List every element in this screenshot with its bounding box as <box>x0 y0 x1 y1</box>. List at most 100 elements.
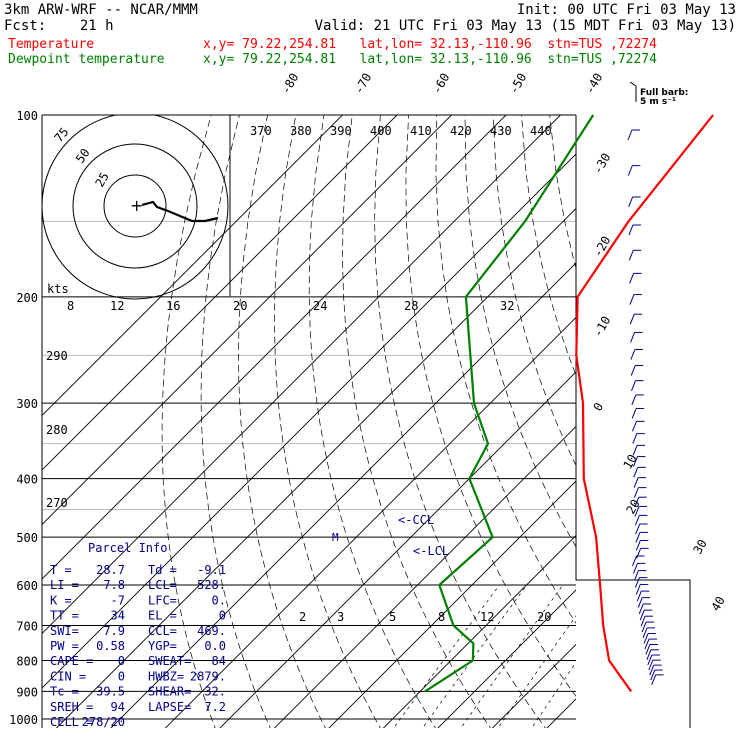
legend-dewpoint-label: Dewpoint temperature <box>8 52 165 67</box>
forecast-hour: Fcst: 21 h <box>4 18 114 34</box>
parcel-info-cell: 469. <box>197 624 226 638</box>
legend-dewpoint-info: x,y= 79.22,254.81 lat,lon= 32.13,-110.96… <box>203 52 657 67</box>
isotherm-label: -40 <box>582 71 605 97</box>
theta-label: 400 <box>370 124 392 138</box>
wind-barb-staff <box>630 365 636 376</box>
hodograph-ring-label-25: 25 <box>92 170 111 190</box>
isotherm-line <box>110 262 576 728</box>
parcel-info-cell: 0 <box>219 609 226 623</box>
parcel-info-cell: EL = <box>148 609 177 623</box>
isotherm-label: 30 <box>690 537 709 557</box>
lcl-label: <-LCL <box>413 544 449 558</box>
wind-barb-staff <box>629 314 635 325</box>
parcel-info-cell: Td = <box>148 563 177 577</box>
hodograph: 25 50 75 + kts <box>42 115 229 300</box>
mixing-ratio-line <box>497 615 576 728</box>
mixing-ratio-line <box>393 584 500 728</box>
theta-labels: 370 380 390 400 410 420 430 440 <box>250 124 552 138</box>
pressure-label: 400 <box>16 473 38 487</box>
mixing-ratio-label: 20 <box>537 610 551 624</box>
pressure-label: 600 <box>16 579 38 593</box>
barb-note-flag <box>629 81 637 87</box>
temperature-line <box>575 114 714 693</box>
wind-barb-staff <box>635 523 641 535</box>
dewpoint-line <box>424 114 595 693</box>
isotherm-line <box>273 425 576 728</box>
parcel-info-cell: -9.1 <box>197 563 226 577</box>
dry-adiabat-line <box>464 115 576 548</box>
pressure-label: 100 <box>16 109 38 123</box>
parcel-info-cell: 7.8 <box>103 578 125 592</box>
wind-barb-staff <box>627 165 633 176</box>
hodograph-speed-label: 32 <box>500 299 514 313</box>
hodograph-speed-labels: 8 12 16 20 24 28 32 <box>67 299 514 313</box>
isotherm-label: -30 <box>590 151 613 177</box>
wind-barb-staff <box>633 467 639 478</box>
wind-barb-staff <box>636 548 642 559</box>
mixing-ratio-label: 2 <box>299 610 306 624</box>
mixing-ratio-label: 8 <box>438 610 445 624</box>
wind-barb-staff <box>628 196 634 208</box>
isotherm-label: 40 <box>708 594 727 614</box>
theta-label: 430 <box>490 124 512 138</box>
pressure-label: 700 <box>16 619 38 633</box>
dry-adiabat-line <box>238 115 326 728</box>
dry-adiabat-line <box>161 115 216 728</box>
wind-barb-staff <box>642 627 648 639</box>
dry-adiabat-line <box>521 115 576 377</box>
isotherm-line <box>437 589 576 728</box>
hodograph-ring-25 <box>103 174 167 238</box>
pressure-axis: 100 200 300 400 500 600 700 800 900 1000 <box>9 109 38 727</box>
isotherm-line <box>652 115 740 732</box>
wind-barb-staff <box>634 515 640 526</box>
theta-label: 390 <box>330 124 352 138</box>
wind-barb-staff <box>646 649 652 660</box>
isotherm-line <box>382 534 576 728</box>
isotherm-line <box>219 371 576 728</box>
background-lines <box>42 115 740 732</box>
theta-e-label: 270 <box>46 496 68 510</box>
parcel-info-cell: Tc = <box>50 685 79 699</box>
wind-barb-staff <box>627 129 633 141</box>
wind-barb-staff <box>645 644 651 655</box>
wind-barb-staff <box>637 597 643 608</box>
mixing-ratio-label: 5 <box>389 610 396 624</box>
parcel-info-cell: 34 <box>111 609 125 623</box>
wind-barb-staff <box>641 621 647 633</box>
parcel-info-cell: K = <box>50 593 72 607</box>
parcel-info-cell: SHEAR= <box>148 685 191 699</box>
pressure-label: 800 <box>16 654 38 668</box>
wind-barb-staff <box>638 603 644 615</box>
wind-barb-staff <box>630 332 636 343</box>
mixing-ratio-line <box>575 727 576 728</box>
mixing-ratio-line <box>422 584 528 728</box>
model-title: 3km ARW-WRF -- NCAR/MMM <box>4 2 198 18</box>
wind-barb-staff <box>632 445 638 456</box>
wind-barb-staff <box>632 563 638 574</box>
parcel-info-cell: 32. <box>204 685 226 699</box>
wind-barb-staff <box>651 674 657 686</box>
dry-adiabat-line <box>606 115 740 732</box>
isotherm-label: 0 <box>590 400 606 413</box>
theta-label: 410 <box>410 124 432 138</box>
hodograph-origin-icon: + <box>130 196 143 215</box>
mixing-ratio-label: 3 <box>337 610 344 624</box>
wind-barb-staff <box>633 570 639 581</box>
isotherm-line <box>42 115 507 580</box>
wind-barb-staff <box>631 394 637 406</box>
isotherm-line <box>328 480 576 728</box>
isotherm-line <box>42 115 561 635</box>
wind-barb-staff <box>634 577 640 588</box>
parcel-info-cell: CAPE = <box>50 654 93 668</box>
wind-barb-staff <box>639 609 645 621</box>
wind-barb-staff <box>643 633 649 644</box>
wind-barb-staff <box>629 273 635 284</box>
parcel-info-cell: LFC= <box>148 593 177 607</box>
parcel-info-title: Parcel Info <box>88 541 167 555</box>
theta-label: 370 <box>250 124 272 138</box>
isotherm-line <box>546 698 576 728</box>
parcel-info-cell: 0 <box>118 669 125 683</box>
parcel-info-cell: 528. <box>197 578 226 592</box>
wind-barb-staff <box>631 408 637 419</box>
isotherm-label: -60 <box>429 71 452 97</box>
